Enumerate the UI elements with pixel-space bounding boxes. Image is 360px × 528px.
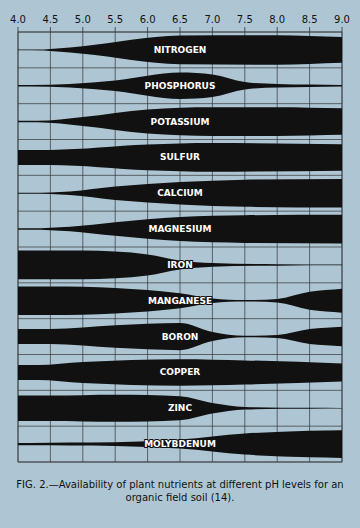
band xyxy=(18,73,342,99)
band xyxy=(18,143,342,172)
band xyxy=(18,286,342,315)
band-label: CALCIUM xyxy=(157,188,203,198)
band-label: POTASSIUM xyxy=(151,117,210,127)
band-label: IRON xyxy=(167,260,192,270)
tick-label: 6.5 xyxy=(172,14,188,25)
row-divider xyxy=(18,67,342,68)
band-label: NITROGEN xyxy=(154,45,207,55)
tick xyxy=(147,27,148,32)
grid xyxy=(18,32,342,462)
tick xyxy=(180,27,181,32)
band xyxy=(18,107,342,136)
tick-label: 5.5 xyxy=(107,14,123,25)
band-labels: NITROGEN PHOSPHORUS POTASSIUM SULFUR CALCIUM… xyxy=(144,45,216,449)
tick xyxy=(277,27,278,32)
caption: FIG. 2.—Availability of plant nutrients … xyxy=(15,478,345,504)
band xyxy=(18,359,342,385)
tick xyxy=(82,27,83,32)
tick-label: 5.0 xyxy=(75,14,91,25)
row-divider xyxy=(18,282,342,283)
band-label: COPPER xyxy=(160,367,201,377)
band xyxy=(18,35,342,65)
bands xyxy=(18,35,342,458)
row-divider xyxy=(18,103,342,104)
tick xyxy=(309,27,310,32)
band xyxy=(18,251,342,280)
tick-label: 6.0 xyxy=(140,14,156,25)
chart: 4.0 4.5 5.0 5.5 6.0 6.5 7.0 7.5 8.0 8.5 9.0 NITROGE… xyxy=(0,0,360,470)
band xyxy=(18,215,342,244)
tick xyxy=(115,27,116,32)
band-label: MAGNESIUM xyxy=(148,224,211,234)
tick-label: 8.5 xyxy=(302,14,318,25)
row-divider xyxy=(18,354,342,355)
row-divider xyxy=(18,426,342,427)
band-label: ZINC xyxy=(168,403,192,413)
band-label: BORON xyxy=(162,332,199,342)
tick-label: 9.0 xyxy=(334,14,350,25)
tick-label: 7.5 xyxy=(237,14,253,25)
tick xyxy=(212,27,213,32)
band-label: PHOSPHORUS xyxy=(145,81,216,91)
row-divider xyxy=(18,318,342,319)
band-label: MANGANESE xyxy=(148,296,212,306)
row-divider xyxy=(18,139,342,140)
row-divider xyxy=(18,390,342,391)
x-axis: 4.0 4.5 5.0 5.5 6.0 6.5 7.0 7.5 8.0 8.5 9.0 xyxy=(10,14,350,32)
tick-label: 4.0 xyxy=(10,14,26,25)
tick xyxy=(244,27,245,32)
tick xyxy=(342,27,343,32)
tick-label: 8.0 xyxy=(269,14,285,25)
tick-label: 7.0 xyxy=(204,14,220,25)
row-divider xyxy=(18,175,342,176)
tick-label: 4.5 xyxy=(42,14,58,25)
band-label: MOLYBDENUM xyxy=(144,439,216,449)
plot-frame xyxy=(18,32,342,462)
tick xyxy=(18,27,19,32)
band xyxy=(18,179,342,208)
tick xyxy=(50,27,51,32)
band xyxy=(18,430,342,458)
row-divider xyxy=(18,211,342,212)
band xyxy=(18,323,342,350)
band-label: SULFUR xyxy=(160,152,200,162)
band xyxy=(18,395,342,422)
row-divider xyxy=(18,247,342,248)
